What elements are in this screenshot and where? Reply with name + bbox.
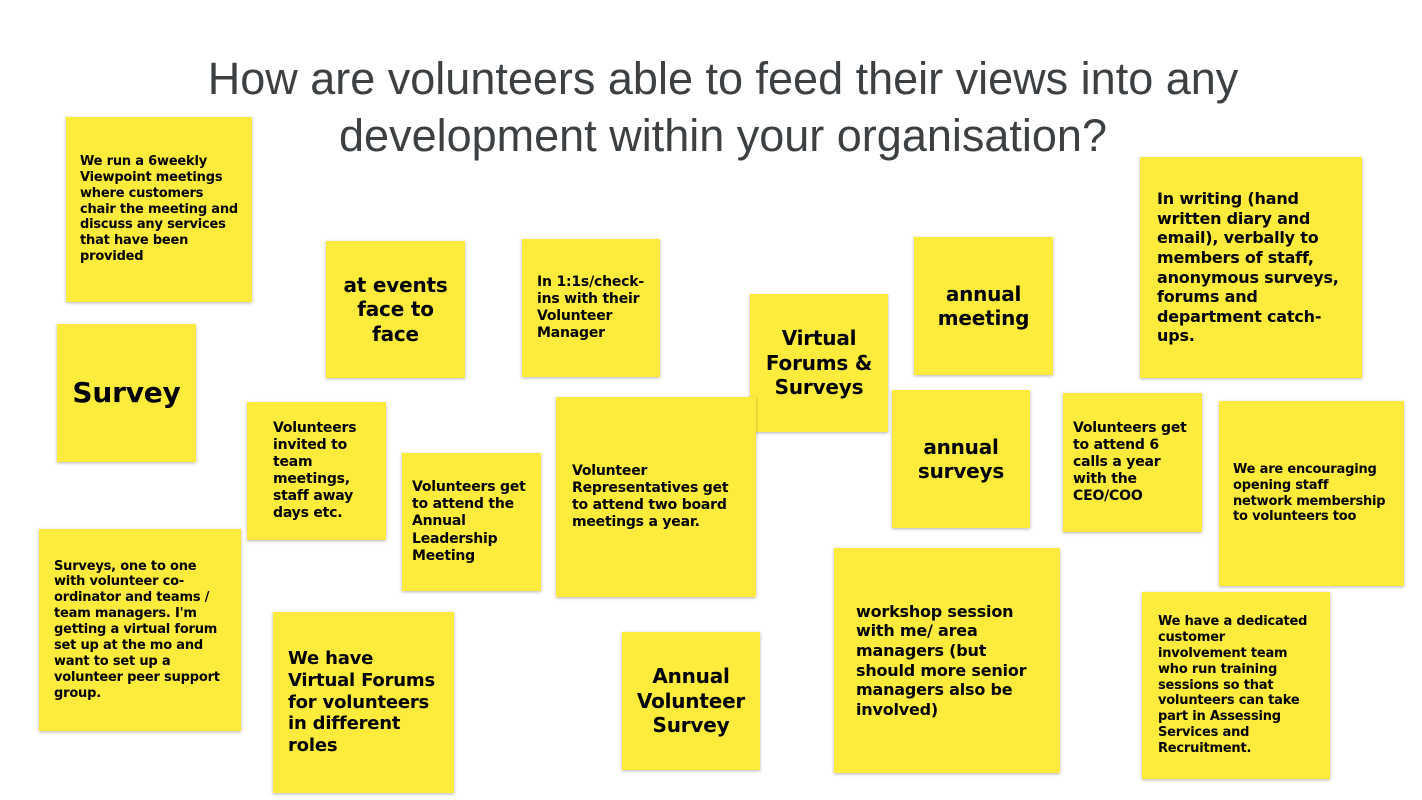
note-text: Volunteers invited to team meetings, sta… [273,419,357,522]
note-text: We are encouraging opening staff network… [1233,461,1386,525]
board-title: How are volunteers able to feed their vi… [207,53,1239,161]
note-text: workshop session with me/ area managers … [856,601,1027,719]
sticky-note[interactable]: annual surveys [892,390,1030,528]
note-text: annual surveys [917,434,1005,483]
sticky-note[interactable]: We have Virtual Forums for volunteers in… [273,612,454,793]
note-text: Volunteers get to attend the Annual Lead… [412,479,526,564]
sticky-note[interactable]: In 1:1s/check-ins with their Volunteer M… [522,239,660,377]
sticky-note[interactable]: Virtual Forums & Surveys [750,294,888,432]
sticky-note[interactable]: In writing (hand written diary and email… [1140,157,1362,378]
note-text: We run a 6weekly Viewpoint meetings wher… [80,153,239,265]
note-text: at events face to face [343,272,448,346]
sticky-note[interactable]: We run a 6weekly Viewpoint meetings wher… [66,117,252,302]
note-text: Survey [72,375,181,409]
sticky-note[interactable]: Volunteer Representatives get to attend … [556,397,756,597]
note-text: In writing (hand written diary and email… [1157,189,1339,346]
sticky-note[interactable]: at events face to face [326,241,465,378]
sticky-note[interactable]: Volunteers invited to team meetings, sta… [247,402,386,540]
sticky-note[interactable]: Surveys, one to one with volunteer co-or… [39,529,241,731]
note-text: In 1:1s/check-ins with their Volunteer M… [537,273,644,342]
sticky-note[interactable]: Survey [57,324,196,462]
note-text: Surveys, one to one with volunteer co-or… [54,558,220,701]
note-text: Virtual Forums & Surveys [765,326,873,400]
sticky-note[interactable]: workshop session with me/ area managers … [834,548,1060,773]
sticky-note[interactable]: We have a dedicated customer involvement… [1142,592,1330,779]
note-text: Annual Volunteer Survey [636,664,746,738]
sticky-note[interactable]: We are encouraging opening staff network… [1219,401,1404,586]
sticky-note[interactable]: Volunteers get to attend the Annual Lead… [402,453,541,591]
note-text: annual meeting [937,281,1030,330]
sticky-note[interactable]: Annual Volunteer Survey [622,632,760,770]
note-text: We have a dedicated customer involvement… [1158,614,1308,756]
note-text: Volunteer Representatives get to attend … [572,462,729,531]
note-text: We have Virtual Forums for volunteers in… [288,647,435,757]
sticky-note[interactable]: annual meeting [914,237,1053,375]
sticky-note[interactable]: Volunteers get to attend 6 calls a year … [1063,393,1202,532]
note-text: Volunteers get to attend 6 calls a year … [1073,419,1187,505]
